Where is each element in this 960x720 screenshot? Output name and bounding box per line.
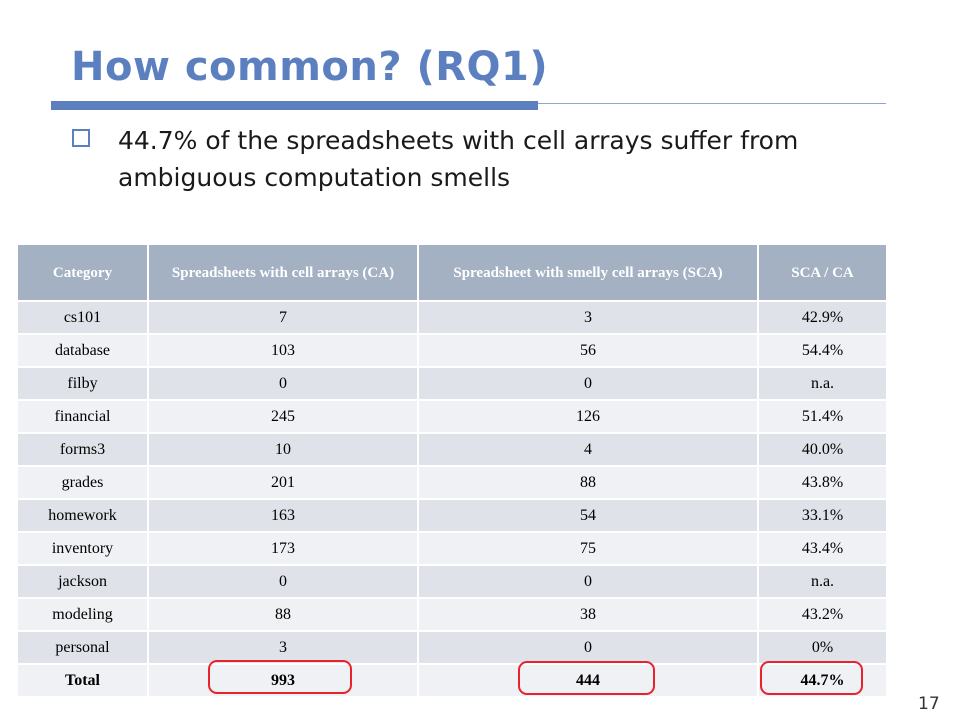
cell-sca: 4 <box>418 432 759 466</box>
cell-ratio: 42.9% <box>758 300 888 334</box>
cell-category: grades <box>18 465 149 499</box>
cell-sca: 38 <box>418 597 759 631</box>
cell-category: forms3 <box>18 432 149 466</box>
table-row: modeling 88 38 43.2% <box>18 597 888 631</box>
table-row: financial 245 126 51.4% <box>18 399 888 433</box>
highlight-ring-ratio-total <box>760 661 863 695</box>
total-ca: 993 <box>148 663 419 696</box>
bullet-text: 44.7% of the spreadsheets with cell arra… <box>118 126 799 192</box>
cell-category: jackson <box>18 564 149 598</box>
table-row: personal 3 0 0% <box>18 630 888 664</box>
cell-ca: 0 <box>148 564 419 598</box>
total-label: Total <box>18 663 149 696</box>
table-row: cs101 7 3 42.9% <box>18 300 888 334</box>
highlight-ring-sca-total <box>518 661 655 695</box>
cell-ca: 88 <box>148 597 419 631</box>
table-total-row: Total 993 444 44.7% <box>18 663 888 696</box>
page-number: 17 <box>918 694 940 714</box>
cell-ratio: 54.4% <box>758 333 888 367</box>
cell-ratio: 51.4% <box>758 399 888 433</box>
cell-sca: 54 <box>418 498 759 532</box>
cell-category: cs101 <box>18 300 149 334</box>
cell-sca: 0 <box>418 366 759 400</box>
cell-ratio: n.a. <box>758 564 888 598</box>
table-header-row: Category Spreadsheets with cell arrays (… <box>18 245 888 301</box>
cell-ca: 10 <box>148 432 419 466</box>
cell-sca: 0 <box>418 630 759 664</box>
table-row: forms3 10 4 40.0% <box>18 432 888 466</box>
cell-ca: 163 <box>148 498 419 532</box>
cell-sca: 88 <box>418 465 759 499</box>
cell-ratio: 0% <box>758 630 888 664</box>
total-ratio: 44.7% <box>758 663 888 696</box>
table-row: jackson 0 0 n.a. <box>18 564 888 598</box>
header-ca: Spreadsheets with cell arrays (CA) <box>148 245 419 301</box>
cell-ca: 7 <box>148 300 419 334</box>
header-sca: Spreadsheet with smelly cell arrays (SCA… <box>418 245 759 301</box>
table-row: database 103 56 54.4% <box>18 333 888 367</box>
cell-ca: 201 <box>148 465 419 499</box>
cell-category: financial <box>18 399 149 433</box>
cell-ratio: 43.8% <box>758 465 888 499</box>
cell-ratio: 43.4% <box>758 531 888 565</box>
cell-sca: 75 <box>418 531 759 565</box>
cell-category: modeling <box>18 597 149 631</box>
total-sca: 444 <box>418 663 759 696</box>
table-row: homework 163 54 33.1% <box>18 498 888 532</box>
cell-category: filby <box>18 366 149 400</box>
cell-ratio: 40.0% <box>758 432 888 466</box>
table-row: grades 201 88 43.8% <box>18 465 888 499</box>
table-row: filby 0 0 n.a. <box>18 366 888 400</box>
title-underline-thick <box>51 101 538 110</box>
cell-ratio: 33.1% <box>758 498 888 532</box>
table-row: inventory 173 75 43.4% <box>18 531 888 565</box>
cell-ca: 0 <box>148 366 419 400</box>
square-bullet-icon <box>72 129 90 147</box>
slide-title: How common? (RQ1) <box>71 44 549 90</box>
title-underline-thin <box>538 103 886 104</box>
cell-ratio: n.a. <box>758 366 888 400</box>
cell-sca: 0 <box>418 564 759 598</box>
results-table: Category Spreadsheets with cell arrays (… <box>18 245 888 696</box>
cell-category: inventory <box>18 531 149 565</box>
cell-ca: 173 <box>148 531 419 565</box>
cell-ca: 103 <box>148 333 419 367</box>
cell-category: homework <box>18 498 149 532</box>
cell-category: database <box>18 333 149 367</box>
cell-ca: 245 <box>148 399 419 433</box>
cell-ratio: 43.2% <box>758 597 888 631</box>
cell-sca: 126 <box>418 399 759 433</box>
highlight-ring-ca-total <box>208 660 352 694</box>
cell-sca: 56 <box>418 333 759 367</box>
cell-ca: 3 <box>148 630 419 664</box>
header-ratio: SCA / CA <box>758 245 888 301</box>
header-category: Category <box>18 245 149 301</box>
cell-sca: 3 <box>418 300 759 334</box>
cell-category: personal <box>18 630 149 664</box>
